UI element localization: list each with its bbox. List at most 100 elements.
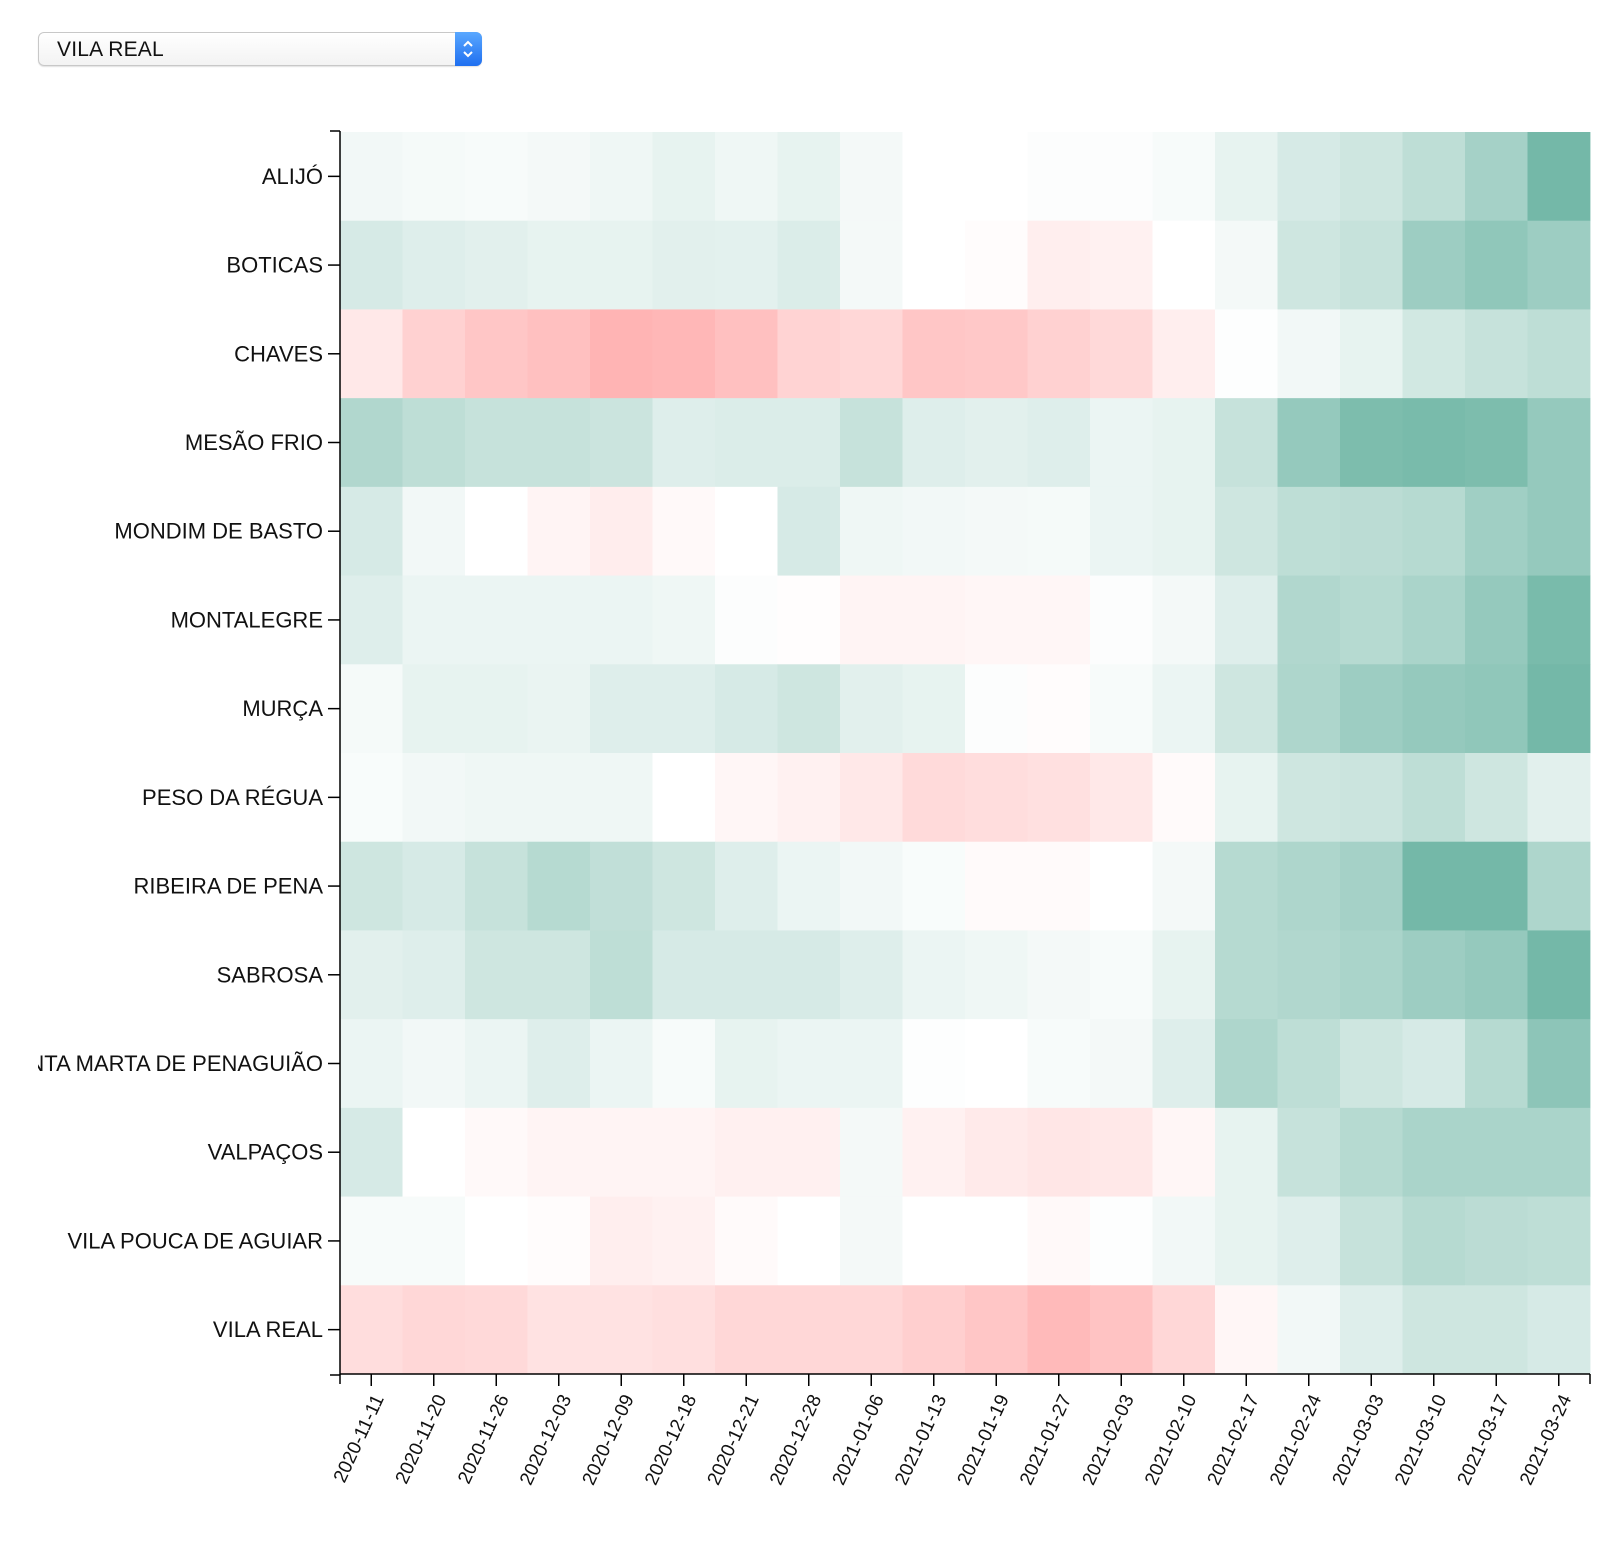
heatmap-cell (1340, 664, 1403, 754)
heatmap-cell (1340, 1019, 1403, 1109)
heatmap-cell (715, 753, 778, 843)
heatmap-cell (1340, 575, 1403, 665)
heatmap-cell (1340, 1107, 1403, 1197)
heatmap-cell (527, 398, 591, 488)
heatmap-cell (715, 309, 778, 399)
heatmap-cell (1027, 1285, 1091, 1375)
heatmap-cell (1465, 220, 1528, 310)
heatmap-cell (652, 753, 716, 843)
heatmap-cell (840, 132, 903, 222)
heatmap-cell (965, 309, 1028, 399)
heatmap-cell (1027, 132, 1091, 222)
heatmap-cell (402, 930, 466, 1020)
heatmap-cell (1090, 1019, 1153, 1109)
heatmap-cell (652, 1196, 716, 1286)
heatmap-cell (465, 309, 528, 399)
heatmap-cell (1215, 1107, 1278, 1197)
heatmap-cell (1090, 1107, 1153, 1197)
region-select-value: VILA REAL (57, 38, 164, 61)
heatmap-cell (590, 664, 653, 754)
heatmap-cell (652, 132, 716, 222)
heatmap-cell (402, 1196, 466, 1286)
x-tick-label: 2020-12-28 (766, 1392, 826, 1489)
heatmap-cell (590, 753, 653, 843)
heatmap-cell (1027, 220, 1091, 310)
heatmap-cell (527, 1019, 591, 1109)
heatmap-cell (1152, 309, 1216, 399)
heatmap-cell (840, 486, 903, 576)
heatmap-cell (1402, 486, 1466, 576)
heatmap-cell (1465, 930, 1528, 1020)
heatmap-cell (777, 575, 841, 665)
x-tick-label: 2021-03-24 (1516, 1391, 1576, 1488)
heatmap-cell (840, 1107, 903, 1197)
heatmap-cell (1527, 132, 1591, 222)
heatmap-cell (715, 575, 778, 665)
heatmap-cell (1402, 1107, 1466, 1197)
heatmap-cell (715, 930, 778, 1020)
heatmap-cell (465, 486, 528, 576)
heatmap-cell (1090, 220, 1153, 310)
heatmap-cell (1277, 398, 1341, 488)
heatmap-cell (902, 309, 966, 399)
heatmap-cell (465, 398, 528, 488)
x-tick-label: 2020-12-21 (704, 1392, 764, 1489)
heatmap-cell (1027, 486, 1091, 576)
heatmap-cell (465, 930, 528, 1020)
heatmap-cell (715, 1285, 778, 1375)
select-stepper-icon[interactable] (455, 32, 482, 66)
heatmap-cell (1402, 132, 1466, 222)
heatmap-cell (465, 1196, 528, 1286)
heatmap-cell (527, 753, 591, 843)
y-tick-label: VILA REAL (213, 1317, 323, 1342)
heatmap-cell (1090, 309, 1153, 399)
heatmap-cell (1152, 1196, 1216, 1286)
heatmap-cell (1027, 664, 1091, 754)
heatmap-cell (1527, 1196, 1591, 1286)
heatmap-cell (1215, 841, 1278, 931)
heatmap-cell (465, 220, 528, 310)
heatmap-cell (1152, 930, 1216, 1020)
heatmap-cell (1340, 1285, 1403, 1375)
heatmap-cell (965, 1196, 1028, 1286)
heatmap-cell (902, 575, 966, 665)
heatmap-cell (590, 1196, 653, 1286)
heatmap-cell (527, 1285, 591, 1375)
heatmap-cell (1215, 309, 1278, 399)
y-tick-label: ALIJÓ (262, 164, 323, 189)
heatmap-cell (527, 1196, 591, 1286)
heatmap-cell (965, 753, 1028, 843)
heatmap-cell (902, 220, 966, 310)
x-tick-label: 2020-12-09 (579, 1392, 639, 1489)
heatmap-cell (340, 220, 403, 310)
heatmap-cell (902, 398, 966, 488)
y-tick-label: BOTICAS (226, 253, 323, 278)
heatmap-cell (777, 220, 841, 310)
x-tick-label: 2021-01-19 (954, 1392, 1014, 1489)
heatmap-cell (1090, 841, 1153, 931)
heatmap-cell (1215, 753, 1278, 843)
heatmap-cell (1527, 1285, 1591, 1375)
heatmap-cell (340, 486, 403, 576)
heatmap-cell (465, 1019, 528, 1109)
x-tick-label: 2021-03-10 (1391, 1392, 1451, 1489)
heatmap-cell (527, 1107, 591, 1197)
heatmap-cell (902, 1285, 966, 1375)
heatmap-cell (465, 664, 528, 754)
heatmap-cell (715, 398, 778, 488)
y-tick-label: VALPAÇOS (208, 1140, 323, 1165)
heatmap-cell (1465, 1196, 1528, 1286)
heatmap-cell (1527, 575, 1591, 665)
y-tick-label: RIBEIRA DE PENA (133, 874, 323, 899)
heatmap-cell (1527, 930, 1591, 1020)
heatmap-cell (527, 664, 591, 754)
heatmap-cell (1402, 930, 1466, 1020)
heatmap-cell (1340, 398, 1403, 488)
heatmap-cell (1090, 1285, 1153, 1375)
region-select[interactable]: VILA REAL (38, 32, 482, 66)
heatmap-cell (527, 486, 591, 576)
heatmap-cell (402, 841, 466, 931)
x-tick-label: 2021-02-03 (1079, 1392, 1139, 1489)
heatmap-cell (1277, 841, 1341, 931)
heatmap-cell (1027, 753, 1091, 843)
